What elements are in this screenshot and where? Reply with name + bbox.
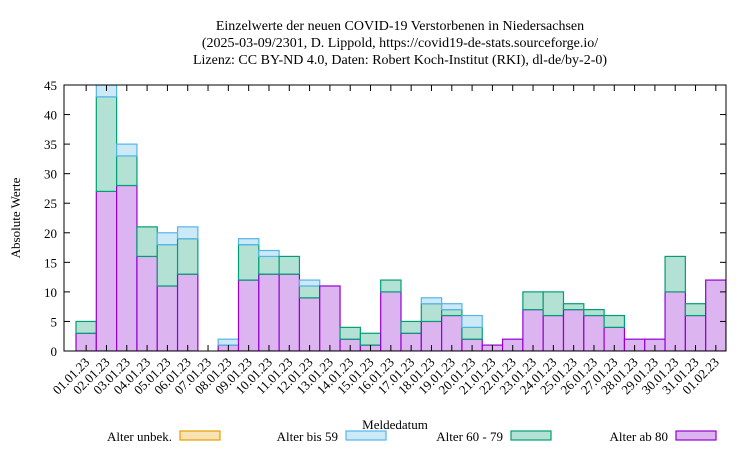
bar-alter-bis-59-20.01.23 [461, 314, 483, 328]
y-tick-label: 30 [44, 167, 57, 182]
bar-alter-60-79-10.01.23 [258, 255, 280, 275]
bar-alter-ab-80-25.01.23 [562, 309, 585, 351]
bar-alter-ab-80-23.01.23 [522, 309, 544, 351]
legend-swatch-alter-ab-80 [675, 430, 717, 441]
y-tick-label: 20 [44, 226, 57, 241]
x-axis-label: Meldedatum [362, 417, 428, 432]
bar-alter-60-79-04.01.23 [136, 226, 158, 258]
title-line-1: Einzelwerte der neuen COVID-19 Verstorbe… [216, 19, 584, 34]
bar-alter-60-79-17.01.23 [400, 320, 422, 334]
bar-alter-60-79-02.01.23 [95, 96, 118, 193]
y-tick-label: 40 [44, 108, 57, 123]
bar-alter-ab-80-02.01.23 [95, 190, 118, 351]
y-tick-label: 0 [51, 344, 58, 359]
bar-alter-bis-59-12.01.23 [298, 279, 321, 287]
title-line-3: Lizenz: CC BY-ND 4.0, Daten: Robert Koch… [193, 53, 607, 68]
bar-alter-60-79-23.01.23 [522, 291, 544, 311]
bar-alter-bis-59-08.01.23 [217, 338, 240, 346]
bar-alter-60-79-31.01.23 [684, 303, 707, 317]
bar-alter-ab-80-06.01.23 [176, 273, 199, 351]
y-tick-label: 10 [44, 285, 57, 300]
bar-alter-bis-59-10.01.23 [258, 249, 280, 258]
y-axis-label: Absolute Werte [8, 177, 23, 258]
bar-alter-60-79-19.01.23 [441, 309, 463, 317]
bar-alter-60-79-16.01.23 [380, 279, 402, 293]
bar-alter-60-79-20.01.23 [461, 326, 483, 340]
bar-alter-60-79-01.01.23 [75, 320, 97, 334]
bar-alter-ab-80-16.01.23 [380, 291, 402, 351]
bar-alter-ab-80-13.01.23 [319, 285, 341, 351]
bar-alter-bis-59-09.01.23 [237, 238, 260, 246]
bar-alter-ab-80-03.01.23 [116, 184, 138, 351]
legend-swatch-alter-unbek- [179, 430, 221, 441]
bar-alter-ab-80-12.01.23 [298, 297, 321, 351]
bar-alter-ab-80-11.01.23 [278, 273, 301, 351]
bar-alter-60-79-14.01.23 [339, 326, 361, 340]
bar-alter-60-79-09.01.23 [237, 244, 260, 281]
bar-alter-60-79-15.01.23 [359, 332, 382, 346]
legend-swatch-alter-bis-59 [345, 430, 387, 441]
bar-alter-60-79-12.01.23 [298, 285, 321, 299]
bar-alter-60-79-18.01.23 [420, 303, 443, 323]
bar-alter-bis-59-03.01.23 [116, 143, 138, 157]
title-line-2: (2025-03-09/2301, D. Lippold, https://co… [202, 36, 598, 51]
bar-alter-60-79-24.01.23 [542, 291, 565, 317]
bar-alter-60-79-27.01.23 [603, 314, 626, 328]
legend-swatch-alter-60-79 [510, 430, 552, 441]
bar-alter-ab-80-05.01.23 [156, 285, 179, 351]
legend-label: Alter 60 - 79 [436, 429, 503, 444]
legend-label: Alter bis 59 [277, 429, 338, 444]
bar-alter-60-79-05.01.23 [156, 244, 179, 287]
bar-alter-bis-59-05.01.23 [156, 232, 179, 246]
legend-label: Alter ab 80 [610, 429, 668, 444]
bar-alter-bis-59-19.01.23 [441, 303, 463, 311]
bar-alter-60-79-06.01.23 [176, 238, 199, 275]
legend-label: Alter unbek. [107, 429, 172, 444]
bar-alter-bis-59-18.01.23 [420, 297, 443, 305]
plot-frame [63, 84, 727, 352]
bar-alter-ab-80-30.01.23 [664, 291, 686, 351]
bar-alter-ab-80-10.01.23 [258, 273, 280, 351]
y-tick-label: 15 [44, 255, 57, 270]
y-tick-label: 35 [44, 137, 57, 152]
bar-alter-ab-80-09.01.23 [237, 279, 260, 351]
bar-alter-bis-59-06.01.23 [176, 226, 199, 240]
bar-alter-60-79-03.01.23 [116, 155, 138, 187]
chart-title: Einzelwerte der neuen COVID-19 Verstorbe… [193, 19, 607, 68]
y-tick-label: 45 [44, 78, 57, 93]
y-tick-label: 5 [51, 314, 58, 329]
bar-alter-60-79-11.01.23 [278, 255, 301, 275]
bar-alter-ab-80-01.02.23 [705, 279, 726, 351]
bar-series-group [75, 85, 726, 351]
bar-alter-ab-80-04.01.23 [136, 255, 158, 351]
bar-alter-60-79-30.01.23 [664, 255, 686, 293]
y-tick-label: 25 [44, 196, 57, 211]
legend: Alter unbek. Alter bis 59 Alter 60 - 79 Alt… [107, 429, 717, 444]
bar-alter-60-79-25.01.23 [562, 303, 585, 311]
bar-alter-60-79-26.01.23 [583, 309, 605, 317]
y-axis: 0 5 10 15 20 25 30 35 40 45 [44, 78, 726, 359]
